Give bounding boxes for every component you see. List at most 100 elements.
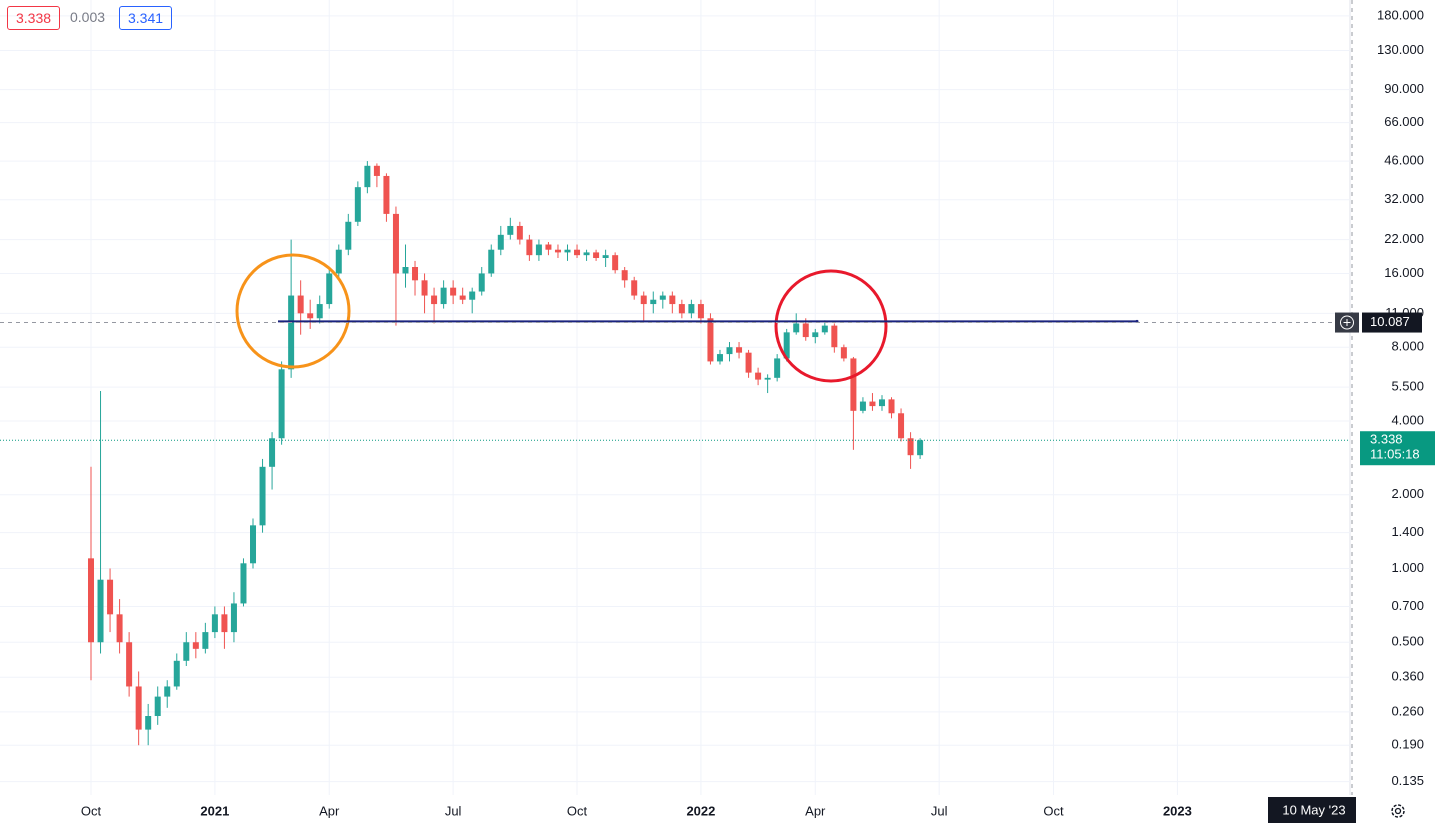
x-tick-label: Apr — [805, 803, 826, 818]
candle-body — [774, 358, 781, 378]
candle-body — [402, 267, 409, 274]
candle-body — [602, 255, 609, 259]
candle-body — [545, 244, 552, 250]
y-tick-label: 0.700 — [1391, 598, 1424, 613]
candle-body — [297, 295, 304, 314]
y-tick-label: 0.360 — [1391, 669, 1424, 684]
candle-body — [116, 614, 123, 643]
candle-body — [526, 239, 533, 256]
plus-icon — [1343, 319, 1351, 327]
settings-button[interactable] — [1391, 804, 1405, 818]
candle-body — [621, 270, 628, 281]
candle-body — [583, 252, 590, 256]
candle-body — [354, 187, 361, 222]
candle-body — [145, 716, 152, 730]
candle-body — [154, 696, 161, 717]
candle-body — [554, 249, 561, 253]
candle-body — [488, 249, 495, 274]
candle-body — [564, 249, 571, 253]
candle-body — [907, 438, 914, 456]
y-tick-label: 130.000 — [1377, 42, 1424, 57]
last-price-label: 3.338 — [1370, 432, 1403, 447]
highlight-circle — [774, 269, 888, 383]
candle-body — [211, 614, 218, 633]
candle-body — [535, 244, 542, 256]
candle-body — [650, 299, 657, 305]
x-tick-label: Jul — [931, 803, 948, 818]
candle-body — [478, 273, 485, 292]
y-tick-label: 66.000 — [1384, 114, 1424, 129]
candle-body — [326, 273, 333, 305]
candle-body — [859, 401, 866, 411]
candle-body — [192, 642, 199, 649]
y-tick-label: 90.000 — [1384, 81, 1424, 96]
x-tick-label: Oct — [81, 803, 102, 818]
candle-body — [898, 413, 905, 439]
candle-body — [840, 347, 847, 359]
candle-body — [659, 295, 666, 300]
y-tick-label: 16.000 — [1384, 265, 1424, 280]
candle-body — [259, 466, 266, 526]
candle-body — [869, 401, 876, 407]
candle-body — [736, 347, 743, 353]
candle-body — [516, 225, 523, 240]
candle-body — [802, 323, 809, 338]
x-tick-label: Apr — [319, 803, 340, 818]
candle-body — [288, 295, 295, 370]
candle-body — [202, 632, 209, 649]
candle-body — [745, 352, 752, 373]
ask-box[interactable]: 3.341 — [119, 6, 173, 30]
crosshair-date-tag — [1268, 797, 1356, 823]
x-tick-label: Jul — [445, 803, 462, 818]
candle-body — [783, 332, 790, 359]
candle-body — [507, 225, 514, 235]
candle-body — [821, 325, 828, 333]
candle-body — [173, 660, 180, 687]
x-tick-label: 2021 — [200, 803, 229, 818]
candle-body — [631, 280, 638, 296]
candle-body — [97, 579, 104, 643]
y-tick-label: 5.500 — [1391, 379, 1424, 394]
candle-body — [888, 399, 895, 414]
candle-body — [307, 313, 314, 319]
candle-body — [364, 165, 371, 188]
gear-icon — [1391, 804, 1405, 818]
candle-body — [221, 614, 228, 633]
countdown-label: 11:05:18 — [1370, 447, 1420, 462]
candle-body — [917, 440, 924, 456]
candle-body — [421, 280, 428, 296]
candle-body — [697, 304, 704, 319]
last-price-tag — [1360, 431, 1435, 466]
candle-body — [450, 287, 457, 296]
candle-body — [497, 234, 504, 250]
candle-body — [850, 358, 857, 411]
candle-body — [764, 377, 771, 380]
candles — [88, 161, 924, 746]
candle-body — [316, 304, 323, 319]
highlight-circle — [235, 253, 351, 369]
candle-body — [250, 525, 257, 564]
candle-body — [574, 249, 581, 256]
bid-box[interactable]: 3.338 — [7, 6, 61, 30]
y-tick-label: 1.000 — [1391, 560, 1424, 575]
candle-body — [459, 295, 466, 300]
x-tick-label: 2023 — [1163, 803, 1192, 818]
y-tick-label: 0.190 — [1391, 737, 1424, 752]
candle-body — [126, 642, 133, 687]
spread: 0.003 — [70, 9, 106, 25]
y-tick-label: 32.000 — [1384, 191, 1424, 206]
y-tick-label: 0.135 — [1391, 773, 1424, 788]
candle-body — [412, 267, 419, 281]
candle-body — [230, 603, 237, 633]
crosshair-price-tag — [1362, 312, 1422, 333]
candle-body — [812, 332, 819, 338]
candle-body — [640, 295, 647, 305]
x-tick-label: Oct — [567, 803, 588, 818]
candle-body — [593, 252, 600, 259]
candle-body — [383, 175, 390, 214]
y-tick-label: 180.000 — [1377, 7, 1424, 22]
candle-body — [345, 221, 352, 250]
candle-body — [373, 165, 380, 176]
